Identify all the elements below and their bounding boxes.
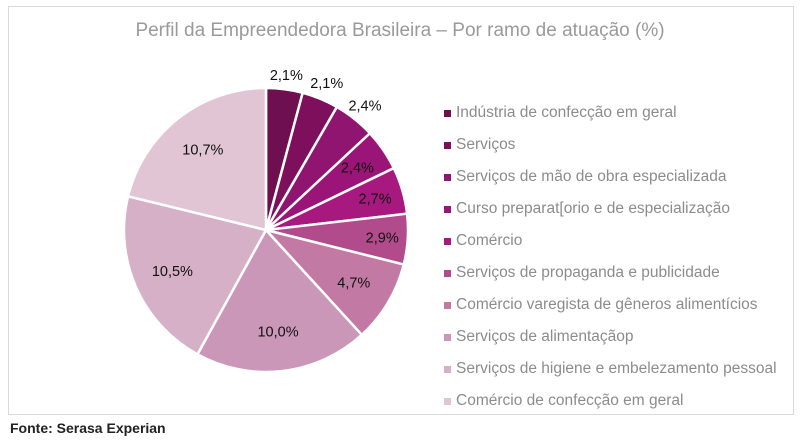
legend-item: Curso preparat[orio e de especialização	[444, 200, 777, 232]
legend-label: Serviços de alimentaçãop	[456, 328, 634, 345]
legend-item: Comércio varegista de gêneros alimentíci…	[444, 296, 777, 328]
data-label: 10,5%	[152, 264, 193, 280]
legend-label: Serviços de higiene e embelezamento pess…	[456, 360, 777, 377]
legend-swatch	[444, 270, 451, 277]
source-note: Fonte: Serasa Experian	[10, 420, 166, 436]
legend-label: Serviços de propaganda e publicidade	[456, 264, 720, 281]
data-label: 2,4%	[341, 160, 374, 176]
data-label: 4,7%	[337, 275, 370, 291]
legend-item: Serviços de alimentaçãop	[444, 328, 777, 360]
legend-item: Comércio	[444, 232, 777, 264]
legend-label: Curso preparat[orio e de especialização	[456, 200, 730, 217]
legend-label: Indústria de confecção em geral	[456, 104, 677, 121]
data-label: 2,1%	[310, 76, 343, 92]
legend: Indústria de confecção em geral Serviços S…	[444, 104, 777, 424]
legend-swatch	[444, 366, 451, 373]
legend-item: Serviços	[444, 136, 777, 168]
chart-frame	[8, 6, 794, 415]
legend-item: Serviços de propaganda e publicidade	[444, 264, 777, 296]
data-label: 2,9%	[366, 231, 399, 247]
legend-swatch	[444, 398, 451, 405]
legend-label: Comércio	[456, 232, 523, 249]
legend-item: Serviços de mão de obra especializada	[444, 168, 777, 200]
legend-swatch	[444, 334, 451, 341]
legend-swatch	[444, 174, 451, 181]
legend-item: Serviços de higiene e embelezamento pess…	[444, 360, 777, 392]
legend-label: Serviços	[456, 136, 516, 153]
data-label: 10,7%	[182, 143, 223, 159]
pie-slice	[195, 227, 364, 374]
data-label: 2,4%	[348, 99, 381, 115]
pie-slice	[262, 227, 406, 337]
legend-item: Indústria de confecção em geral	[444, 104, 777, 136]
legend-swatch	[444, 110, 451, 117]
legend-label: Comércio varegista de gêneros alimentíci…	[456, 296, 758, 313]
legend-label: Serviços de mão de obra especializada	[456, 168, 727, 185]
data-label: 10,0%	[257, 325, 298, 341]
legend-swatch	[444, 238, 451, 245]
legend-item: Comércio de confecção em geral	[444, 392, 777, 424]
pie-slice	[126, 86, 268, 232]
data-label: 2,1%	[270, 68, 303, 84]
pie-slice	[122, 194, 268, 357]
data-label: 2,7%	[359, 191, 392, 207]
legend-label: Comércio de confecção em geral	[456, 392, 684, 409]
legend-swatch	[444, 142, 451, 149]
chart-title: Perfil da Empreendedora Brasileira – Por…	[135, 20, 665, 41]
legend-swatch	[444, 302, 451, 309]
legend-swatch	[444, 206, 451, 213]
